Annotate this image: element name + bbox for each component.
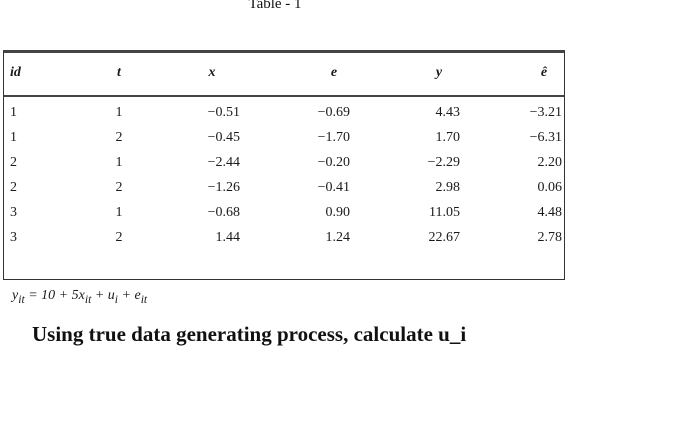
cell-t: 2 (115, 230, 123, 245)
cell-t: 2 (115, 130, 123, 145)
cell-e: 0.90 (325, 205, 351, 220)
cell-id: 3 (10, 205, 17, 220)
cell-y: 11.05 (429, 205, 460, 220)
eq-u: u (107, 288, 115, 303)
cell-id: 2 (10, 155, 17, 170)
header-e-hat: ê (540, 65, 548, 80)
cell-y: 4.43 (435, 105, 461, 120)
cell-x: −0.45 (207, 130, 240, 145)
cell-e: −0.20 (317, 155, 350, 170)
table-row: 2 2 −1.26 −0.41 2.98 0.06 (4, 176, 564, 200)
eq-x: x (78, 288, 85, 303)
cell-t: 1 (115, 155, 123, 170)
header-id: id (10, 65, 21, 80)
header-x: x (208, 65, 216, 80)
cell-e: −0.41 (317, 180, 350, 195)
table-row: 3 1 −0.68 0.90 11.05 4.48 (4, 201, 564, 225)
cell-y: 2.98 (435, 180, 461, 195)
eq-y: y (12, 288, 19, 303)
table-row: 3 2 1.44 1.24 22.67 2.78 (4, 226, 564, 250)
cell-y: 22.67 (428, 230, 461, 245)
cell-y: 1.70 (435, 130, 461, 145)
cell-e: −0.69 (317, 105, 350, 120)
eq-plus1: + (91, 288, 108, 303)
cell-id: 1 (10, 105, 17, 120)
table-row: 1 1 −0.51 −0.69 4.43 −3.21 (4, 101, 564, 125)
table-header-row: id t x e y ê (4, 53, 564, 97)
eq-e-sub: it (140, 292, 148, 306)
cell-y: −2.29 (427, 155, 460, 170)
cell-e: 1.24 (325, 230, 351, 245)
cell-e-hat: 0.06 (537, 180, 563, 195)
table-row: 2 1 −2.44 −0.20 −2.29 2.20 (4, 151, 564, 175)
model-equation: yit = 10 + 5xit + ui + eit (12, 288, 147, 306)
header-t: t (117, 65, 121, 80)
header-y: y (435, 65, 443, 80)
cell-e-hat: −3.21 (529, 105, 562, 120)
table-caption: Table - 1 (248, 0, 302, 12)
cell-e-hat: −6.31 (529, 130, 562, 145)
cell-id: 1 (10, 130, 17, 145)
table-row: 1 2 −0.45 −1.70 1.70 −6.31 (4, 126, 564, 150)
cell-t: 1 (115, 105, 123, 120)
eq-const: = 10 + 5 (24, 288, 79, 303)
data-table: id t x e y ê 1 1 −0.51 −0.69 4.43 −3.21 1 2 −0.4… (3, 50, 565, 280)
cell-x: −1.26 (207, 180, 240, 195)
cell-x: 1.44 (215, 230, 241, 245)
cell-id: 2 (10, 180, 17, 195)
cell-e-hat: 2.20 (537, 155, 563, 170)
question-text: Using true data generating process, calc… (32, 322, 467, 346)
header-e: e (330, 65, 338, 80)
eq-u-sub: i (114, 292, 119, 306)
cell-t: 1 (115, 205, 123, 220)
cell-id: 3 (10, 230, 17, 245)
cell-t: 2 (115, 180, 123, 195)
cell-x: −0.68 (207, 205, 240, 220)
cell-e: −1.70 (317, 130, 350, 145)
cell-e-hat: 4.48 (537, 205, 563, 220)
eq-x-sub: it (84, 292, 92, 306)
cell-x: −2.44 (207, 155, 240, 170)
cell-x: −0.51 (207, 105, 240, 120)
cell-e-hat: 2.78 (537, 230, 563, 245)
eq-plus2: + (118, 288, 135, 303)
eq-y-sub: it (18, 292, 25, 306)
eq-e: e (134, 288, 141, 303)
